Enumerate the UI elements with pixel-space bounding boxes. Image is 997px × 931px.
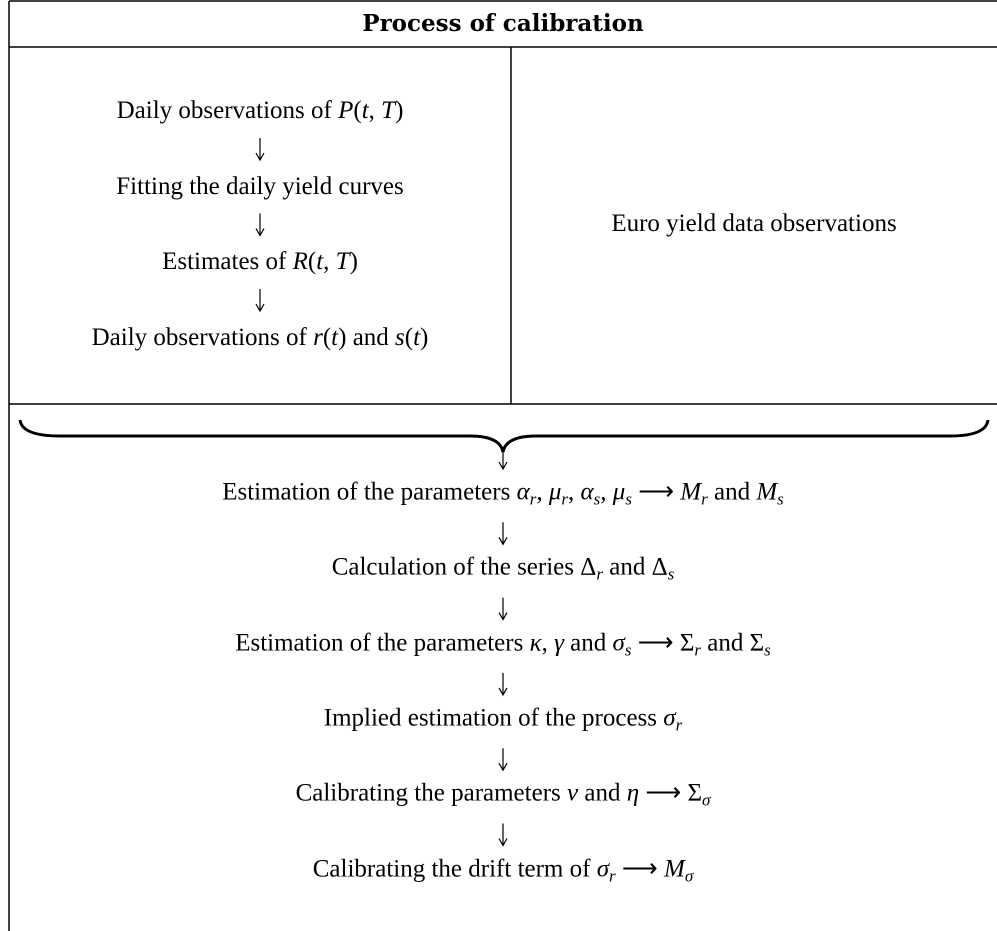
arrow bbox=[498, 522, 508, 546]
text-part: ⟶ bbox=[615, 855, 665, 882]
text-part: M bbox=[680, 478, 702, 506]
step: Calibrating the drift term of σr ⟶ Mσ bbox=[313, 854, 693, 891]
text-part: ) bbox=[395, 97, 404, 124]
text-part: ) and bbox=[338, 323, 396, 351]
text-part: r bbox=[675, 715, 683, 735]
text-part: R bbox=[292, 248, 308, 275]
text-part: σ bbox=[684, 866, 694, 885]
text-part: , bbox=[536, 478, 549, 506]
text-part: r bbox=[596, 564, 603, 584]
text-part: α bbox=[580, 478, 594, 506]
text-part: σ bbox=[702, 790, 711, 810]
text-part: σ bbox=[596, 855, 610, 882]
text-part: ⟶ bbox=[631, 478, 681, 506]
text-part: s bbox=[593, 489, 601, 509]
text-part: μ bbox=[612, 478, 626, 506]
text-part: t bbox=[361, 97, 369, 124]
text-part: ⟶ Σ bbox=[631, 629, 695, 657]
arrow bbox=[498, 447, 508, 471]
text-part: T bbox=[335, 248, 350, 275]
text-part: ) bbox=[349, 248, 358, 275]
arrow bbox=[255, 289, 265, 313]
text-part: r bbox=[529, 489, 537, 509]
text-part: Daily observations of bbox=[91, 323, 314, 351]
text-part: and Σ bbox=[701, 629, 765, 657]
text-part: s bbox=[624, 640, 632, 660]
text-part: σ bbox=[663, 704, 676, 732]
step: Calibrating the parameters ν and η ⟶ Σσ bbox=[296, 779, 711, 816]
arrow bbox=[498, 748, 508, 772]
step: Implied estimation of the process σr bbox=[324, 703, 682, 740]
arrow bbox=[498, 672, 508, 697]
step: Estimation of the parameters κ, γ and σs… bbox=[235, 628, 771, 665]
arrow bbox=[255, 138, 265, 162]
text-part: r bbox=[701, 489, 708, 509]
text-part: t bbox=[413, 323, 421, 351]
step: Calculation of the series Δr and Δs bbox=[332, 553, 675, 590]
text-part: Daily observations of bbox=[116, 97, 339, 124]
text-part: Fitting the daily yield curves bbox=[116, 172, 404, 200]
text-part: and bbox=[563, 629, 613, 657]
text-part: ( bbox=[353, 97, 362, 124]
text-part: , bbox=[600, 478, 613, 506]
text-part: r bbox=[313, 323, 323, 351]
arrow bbox=[255, 213, 265, 237]
text-part: γ bbox=[554, 629, 564, 657]
right-text: Euro yield data observations bbox=[611, 210, 897, 237]
text-part: Calculation of the series Δ bbox=[331, 553, 597, 581]
text-part: , bbox=[568, 478, 581, 506]
text-part: t bbox=[331, 323, 339, 351]
text-part: α bbox=[516, 478, 530, 506]
text-part: and bbox=[578, 779, 627, 807]
step: Daily observations of r(t) and s(t) bbox=[92, 323, 429, 353]
text-part: , bbox=[368, 97, 382, 124]
text-part: , bbox=[323, 248, 336, 275]
text-part: P bbox=[338, 97, 354, 124]
step: Estimates of R(t, T) bbox=[162, 247, 358, 277]
text-part: μ bbox=[548, 478, 562, 506]
text-part: M bbox=[756, 478, 778, 506]
text-part: s bbox=[777, 489, 784, 509]
text-part: Calibrating the drift term of bbox=[312, 855, 597, 882]
text-part: η bbox=[626, 779, 640, 807]
text-part: r bbox=[561, 489, 568, 509]
text-part: σ bbox=[612, 629, 625, 657]
text-part: s bbox=[667, 564, 675, 584]
text-part: Calibrating the parameters bbox=[295, 779, 568, 807]
text-part: ⟶ Σ bbox=[639, 779, 703, 807]
text-part: , bbox=[541, 629, 555, 657]
text-part: ( bbox=[307, 248, 317, 275]
brace bbox=[18, 419, 990, 453]
text-part: and Δ bbox=[602, 553, 668, 581]
text-part: Estimation of the parameters bbox=[235, 629, 530, 657]
text-part: r bbox=[694, 640, 702, 660]
text-part: r bbox=[609, 866, 616, 885]
step: Fitting the daily yield curves bbox=[116, 172, 403, 202]
arrow bbox=[498, 823, 508, 847]
text-part: ν bbox=[567, 779, 579, 807]
text-part: Estimates of bbox=[162, 248, 293, 275]
step: Estimation of the parameters αr, μr, αs,… bbox=[222, 478, 784, 515]
text-part: ( bbox=[322, 323, 332, 351]
text-part: T bbox=[381, 97, 396, 124]
title: Process of calibration bbox=[362, 10, 644, 37]
text-part: κ bbox=[529, 629, 542, 657]
text-part: t bbox=[316, 248, 324, 275]
text-part: ) bbox=[420, 323, 429, 351]
text-part: Implied estimation of the process bbox=[323, 704, 664, 732]
text-part: and bbox=[707, 478, 757, 506]
step: Daily observations of P(t, T) bbox=[117, 96, 404, 126]
arrow bbox=[498, 597, 508, 621]
text-part: s bbox=[395, 323, 405, 351]
text-part: s bbox=[764, 640, 771, 660]
text-part: ( bbox=[404, 323, 414, 351]
text-part: Estimation of the parameters bbox=[222, 478, 517, 506]
text-part: s bbox=[625, 489, 632, 509]
text-part: M bbox=[664, 855, 685, 882]
